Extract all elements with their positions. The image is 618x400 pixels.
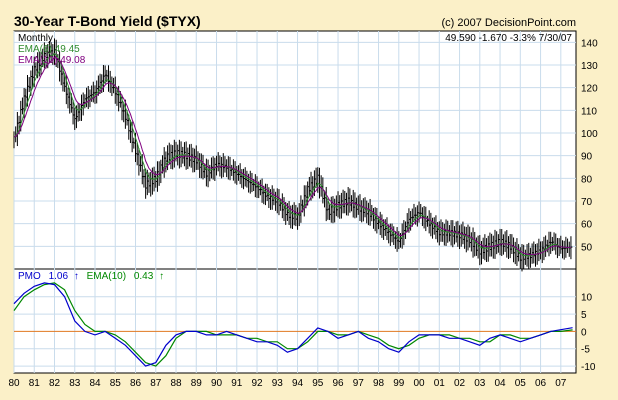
x-tick-label: 04 xyxy=(494,378,506,389)
ema10-legend: EMA(10) 49.08 xyxy=(18,55,86,66)
x-tick-label: 93 xyxy=(272,378,284,389)
copyright-text: (c) 2007 DecisionPoint.com xyxy=(441,17,576,29)
x-tick-label: 89 xyxy=(191,378,203,389)
x-tick-label: 01 xyxy=(434,378,446,389)
x-tick-label: 81 xyxy=(29,378,41,389)
pmo-ema-legend-label: EMA(10) xyxy=(87,271,126,282)
price-y-tick-label: 110 xyxy=(581,106,597,117)
x-tick-label: 82 xyxy=(49,378,61,389)
x-tick-label: 95 xyxy=(312,378,324,389)
pmo-y-tick-label: -5 xyxy=(581,345,590,356)
price-y-tick-label: 70 xyxy=(581,197,593,208)
chart-title: 30-Year T-Bond Yield ($TYX) xyxy=(14,13,201,29)
pmo-legend-value: 1.06 xyxy=(49,271,69,282)
x-tick-label: 00 xyxy=(413,378,425,389)
pmo-line xyxy=(13,282,573,367)
x-tick-label: 80 xyxy=(8,378,20,389)
pmo-panel xyxy=(13,268,577,374)
period-label: Monthly xyxy=(18,33,53,44)
x-tick-label: 88 xyxy=(170,378,182,389)
x-tick-label: 91 xyxy=(231,378,243,389)
x-tick-label: 84 xyxy=(89,378,101,389)
x-tick-label: 97 xyxy=(353,378,365,389)
x-tick-label: 94 xyxy=(292,378,304,389)
pmo-up-arrow-icon: ↑ xyxy=(74,271,79,282)
x-tick-label: 86 xyxy=(130,378,142,389)
price-y-tick-label: 140 xyxy=(581,38,598,49)
x-tick-label: 05 xyxy=(515,378,527,389)
x-tick-label: 98 xyxy=(373,378,385,389)
x-tick-label: 99 xyxy=(393,378,405,389)
x-tick-label: 87 xyxy=(150,378,162,389)
x-tick-label: 85 xyxy=(110,378,122,389)
x-axis-labels: 80 81 82 83 84 85 86 87 88 89 90 91 92 93 94 95 96 97 98 99… xyxy=(8,378,566,389)
pmo-y-axis-labels: -10 -5 0 5 10 xyxy=(581,293,596,373)
quote-text: 49.590 -1.670 -3.3% 7/30/07 xyxy=(445,33,572,44)
ema6-line xyxy=(13,52,571,257)
price-y-tick-label: 60 xyxy=(581,220,593,231)
price-y-tick-label: 100 xyxy=(581,129,598,140)
pmo-y-tick-label: 10 xyxy=(581,293,593,304)
pmo-y-tick-label: 5 xyxy=(581,310,587,321)
ema6-legend: EMA(6) 49.45 xyxy=(18,44,80,55)
x-tick-label: 07 xyxy=(555,378,567,389)
pmo-legend-label: PMO xyxy=(18,271,41,282)
pmo-ema-legend-value: 0.43 xyxy=(134,271,154,282)
x-tick-label: 96 xyxy=(332,378,344,389)
x-tick-label: 90 xyxy=(211,378,223,389)
price-y-tick-label: 80 xyxy=(581,174,593,185)
x-tick-label: 02 xyxy=(454,378,466,389)
x-tick-label: 03 xyxy=(474,378,486,389)
x-tick-label: 83 xyxy=(69,378,81,389)
price-y-tick-label: 50 xyxy=(581,242,593,253)
ema10-line xyxy=(13,57,571,256)
pmo-y-tick-label: 0 xyxy=(581,327,587,338)
pmo-y-tick-label: -10 xyxy=(581,362,596,373)
x-tick-label: 06 xyxy=(535,378,547,389)
price-y-tick-label: 120 xyxy=(581,84,598,95)
pmo-legend: PMO 1.06 ↑ EMA(10) 0.43 ↑ xyxy=(18,271,164,282)
price-y-axis-labels: 50 60 70 80 90 100 110 120 130 140 xyxy=(581,38,598,253)
x-tick-label: 92 xyxy=(251,378,263,389)
price-y-tick-label: 90 xyxy=(581,152,593,163)
price-panel xyxy=(13,30,577,270)
price-y-tick-label: 130 xyxy=(581,61,598,72)
pmo-ema-up-arrow-icon: ↑ xyxy=(159,271,164,282)
